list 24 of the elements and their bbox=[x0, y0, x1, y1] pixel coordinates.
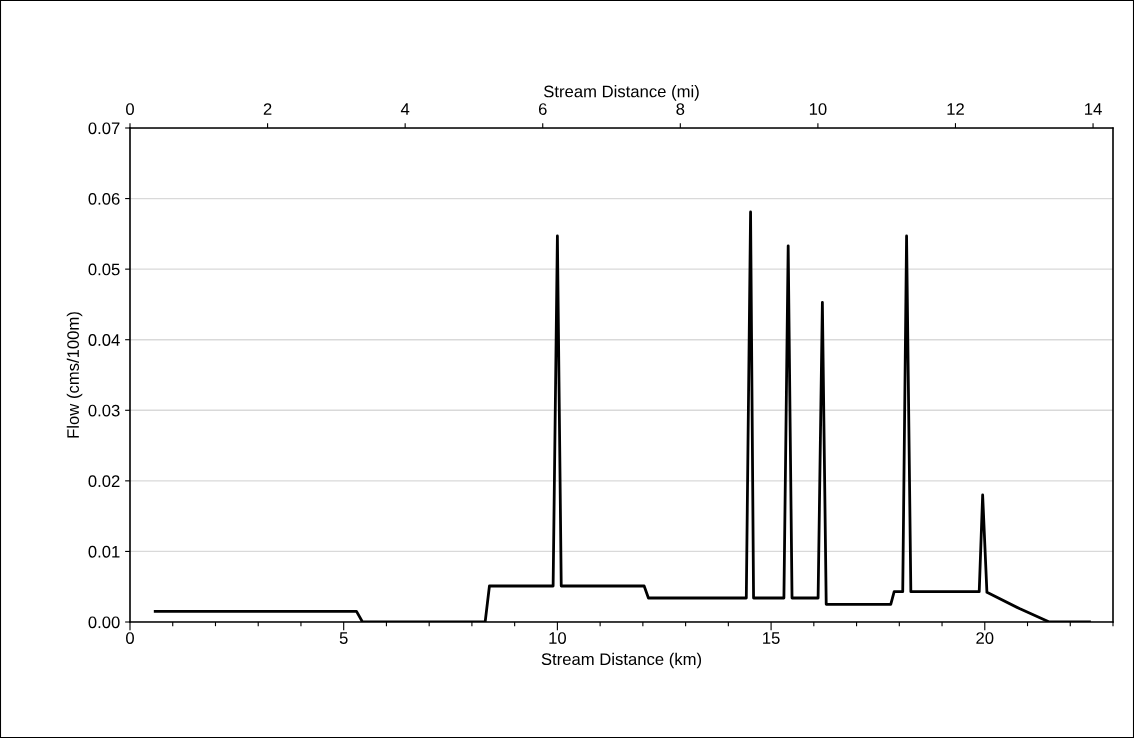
y-tick-label: 0.00 bbox=[88, 616, 120, 629]
y-tick-label: 0.07 bbox=[88, 122, 120, 135]
x2-tick-label: 14 bbox=[1085, 103, 1102, 115]
x2-tick-label: 6 bbox=[538, 103, 547, 115]
x-tick-label: 0 bbox=[126, 632, 134, 644]
y-axis-title: Flow (cms/100m) bbox=[66, 312, 83, 438]
x2-tick-label: 10 bbox=[809, 103, 827, 115]
y-tick-label: 0.06 bbox=[88, 192, 120, 205]
y-tick-label: 0.03 bbox=[88, 404, 120, 417]
x2-tick-label: 12 bbox=[947, 103, 964, 115]
x2-tick-label: 8 bbox=[676, 103, 685, 115]
x2-axis-title: Stream Distance (mi) bbox=[544, 85, 699, 101]
x2-tick-label: 4 bbox=[400, 103, 410, 115]
y-tick-label: 0.04 bbox=[88, 334, 120, 346]
x2-tick-label: 0 bbox=[126, 103, 134, 115]
x2-tick-label: 2 bbox=[263, 103, 272, 115]
x-tick-label: 5 bbox=[339, 632, 348, 644]
y-tick-label: 0.01 bbox=[88, 545, 120, 558]
x-tick-label: 10 bbox=[549, 632, 567, 644]
y-tick-label: 0.05 bbox=[88, 263, 120, 276]
x-axis-title: Stream Distance (km) bbox=[541, 652, 702, 669]
x-tick-label: 20 bbox=[976, 632, 994, 644]
y-tick-label: 0.02 bbox=[88, 475, 120, 488]
x-tick-label: 15 bbox=[763, 632, 780, 644]
